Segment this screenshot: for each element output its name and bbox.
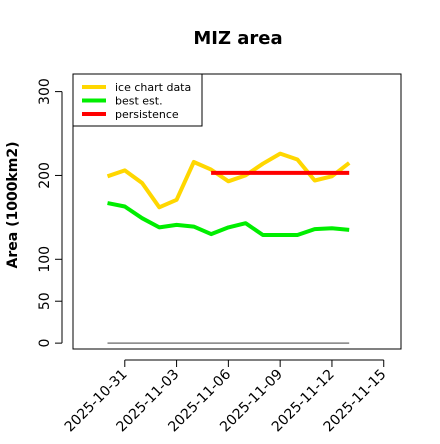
series-line-ice-chart-data: [106, 151, 351, 210]
y-axis-label: Area (1000km2): [5, 142, 21, 269]
x-axis: 2025-10-312025-11-032025-11-062025-11-09…: [62, 359, 390, 435]
series-line-best-est: [107, 201, 350, 237]
series-lines: [106, 151, 351, 344]
y-axis: 0 50 100 200 300: [37, 78, 63, 348]
y-tick-label: 200: [37, 162, 53, 189]
y-tick-label: 300: [37, 78, 53, 105]
chart-title: MIZ area: [193, 28, 282, 49]
y-tick-label: 50: [37, 292, 53, 310]
legend-entry: best est.: [115, 95, 163, 108]
plot-frame: [72, 73, 402, 350]
legend-entry: ice chart data: [115, 81, 191, 94]
y-tick-label: 0: [37, 339, 53, 348]
y-tick-label: 100: [37, 246, 53, 273]
legend-entry: persistence: [115, 108, 179, 121]
